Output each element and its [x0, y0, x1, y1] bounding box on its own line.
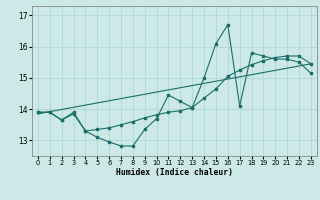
X-axis label: Humidex (Indice chaleur): Humidex (Indice chaleur)	[116, 168, 233, 177]
